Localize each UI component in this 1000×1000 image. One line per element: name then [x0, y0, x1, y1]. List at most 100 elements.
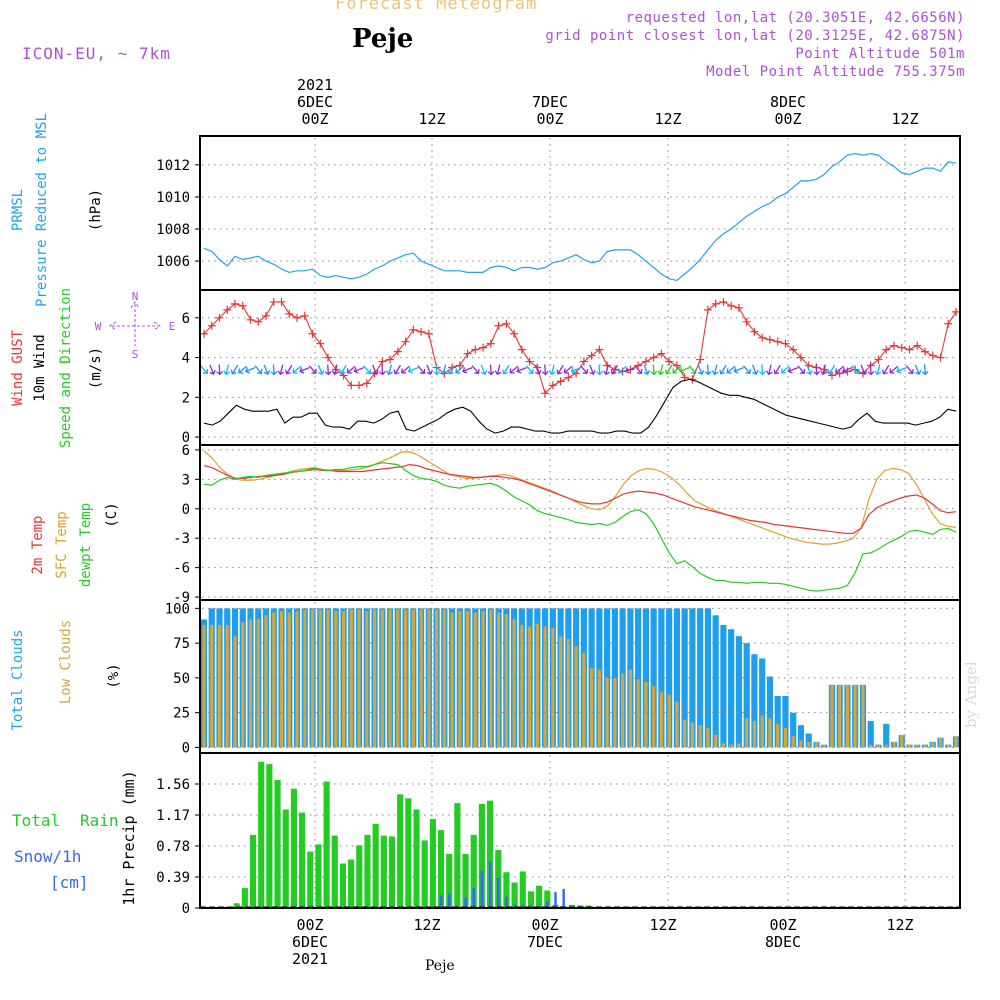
gust-marker [494, 321, 503, 330]
wind-direction-arrow [556, 364, 564, 375]
low-cloud-bar [559, 636, 563, 748]
arrow-shape [643, 364, 651, 375]
gust-marker [254, 317, 263, 326]
snow-bar [472, 888, 475, 908]
arrow-shape [881, 364, 890, 375]
low-cloud-bar [923, 744, 927, 748]
arrow-shape [921, 364, 929, 376]
low-cloud-bar [613, 677, 617, 748]
temperature-unit-label: (C) [104, 502, 120, 527]
arrow-shape [688, 365, 697, 375]
snow-bar [521, 904, 525, 908]
low-cloud-bar [341, 611, 346, 748]
low-cloud-bar [427, 609, 431, 748]
wind-direction-arrow [634, 365, 643, 375]
precip-unit-label: 1hr Precip (mm) [120, 770, 138, 905]
precip-tick-label: 1.17 [156, 808, 190, 824]
arrow-shape [905, 365, 914, 375]
low-cloud-bar [683, 719, 687, 748]
gust-marker [773, 337, 782, 346]
wind-direction-arrow [401, 365, 410, 374]
gust-marker [579, 357, 588, 366]
gust-marker [897, 343, 906, 352]
snow-bar [488, 861, 492, 908]
arrow-shape [407, 367, 419, 374]
gust-marker [703, 305, 712, 314]
total-cloud-bar [805, 733, 812, 748]
wind-direction-label: Speed and Direction [58, 288, 74, 448]
rain-label: Rain [80, 811, 119, 830]
arrow-shape [541, 364, 549, 376]
wind-direction-arrow [534, 364, 542, 375]
top-time-label: 12Z [654, 110, 681, 128]
grid-point-coordinates: grid point closest lon,lat (20.3125E, 42… [545, 28, 965, 44]
temperature-tick-label: 6 [182, 443, 190, 459]
snow-bar [529, 904, 533, 908]
bottom-time-label: 2021 [292, 950, 328, 968]
rain-bar [282, 809, 289, 908]
low-cloud-bar [714, 734, 718, 748]
wind-direction-arrow [541, 364, 549, 376]
low-cloud-bar [217, 625, 222, 748]
arrow-shape [758, 364, 766, 376]
precip-tick-label: 1.56 [156, 777, 190, 793]
wind-direction-arrow [426, 364, 433, 375]
wind-direction-arrow [827, 364, 836, 375]
low-cloud-bar [310, 609, 315, 748]
total-cloud-bar [774, 695, 781, 748]
wind-direction-arrow [733, 367, 744, 374]
snow-bar [546, 901, 549, 908]
low-cloud-bar [636, 679, 640, 748]
wind-direction-arrow [277, 364, 285, 376]
snow-bar [464, 897, 467, 908]
gust-marker [525, 357, 534, 366]
low-cloud-bar [380, 609, 384, 748]
gust-marker [595, 345, 604, 354]
gust-marker [920, 347, 929, 356]
low-cloud-bar [706, 727, 710, 748]
low-cloud-bar [411, 609, 415, 748]
low-cloud-bar [295, 611, 299, 748]
snow-bar [447, 893, 451, 908]
total-clouds-label: Total Clouds [10, 629, 26, 730]
gust-marker [207, 321, 216, 330]
wind-direction-arrow [765, 364, 773, 376]
arrow-shape [806, 364, 813, 375]
low-cloud-bar [745, 718, 749, 748]
low-cloud-bar [729, 744, 733, 748]
total-cloud-bar [759, 658, 766, 748]
bottom-time-label: 8DEC [765, 933, 801, 951]
compass-rose [109, 301, 161, 346]
wind-direction-arrow [921, 364, 929, 376]
wind-direction-arrow [417, 365, 426, 375]
arrow-shape [363, 365, 372, 375]
wind-direction-arrow [317, 364, 325, 375]
gust-marker [262, 311, 271, 320]
low-cloud-bar [659, 691, 663, 748]
model-label: ICON-EU, ~ 7km [22, 44, 171, 63]
pressure-unit-label: (hPa) [88, 189, 104, 231]
wind-direction-arrow [339, 364, 347, 375]
low-cloud-bar [497, 612, 501, 748]
wind-direction-arrow [324, 364, 332, 376]
wind-direction-arrow [797, 365, 806, 375]
arrow-shape [634, 365, 643, 375]
gust-marker [355, 381, 364, 390]
arrow-shape [254, 365, 263, 375]
wind-direction-arrow [610, 364, 619, 375]
wind-direction-arrow [624, 367, 636, 374]
wind-direction-arrow [525, 365, 534, 375]
low-cloud-bar [349, 609, 353, 748]
gust-marker [324, 353, 333, 362]
rain-bar [437, 830, 445, 908]
wind-direction-arrow [353, 367, 364, 374]
low-cloud-bar [287, 612, 291, 748]
wind-direction-arrow [787, 367, 799, 374]
rain-bar [299, 812, 306, 908]
wind-direction-arrow [889, 365, 899, 374]
low-cloud-bar [900, 734, 904, 748]
arrow-shape [346, 365, 356, 374]
wind-direction-arrow [487, 364, 495, 376]
arrow-shape [502, 364, 510, 375]
gust-marker [796, 353, 805, 362]
